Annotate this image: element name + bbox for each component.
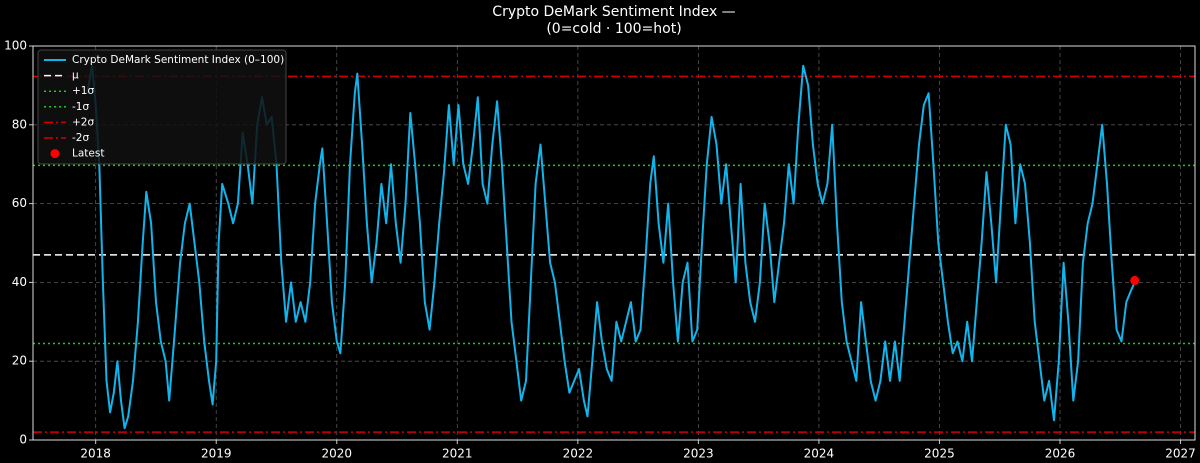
x-tick-label: 2021 bbox=[442, 447, 473, 461]
y-tick-label: 100 bbox=[4, 39, 27, 53]
x-tick-label: 2020 bbox=[321, 447, 352, 461]
chart-title: Crypto DeMark Sentiment Index — bbox=[492, 4, 735, 20]
y-tick-label: 80 bbox=[12, 117, 27, 131]
x-tick-label: 2026 bbox=[1045, 447, 1076, 461]
x-tick-label: 2018 bbox=[80, 447, 111, 461]
x-tick-label: 2023 bbox=[683, 447, 714, 461]
legend-box bbox=[37, 49, 287, 165]
y-tick-label: 0 bbox=[19, 433, 27, 447]
legend-label: +2σ bbox=[72, 116, 94, 128]
legend-label: μ bbox=[72, 70, 79, 82]
y-tick-label: 20 bbox=[12, 354, 27, 368]
chart-subtitle: (0=cold · 100=hot) bbox=[546, 21, 681, 37]
plot-frame bbox=[32, 45, 1196, 441]
x-tick-label: 2024 bbox=[804, 447, 835, 461]
x-tick-label: 2027 bbox=[1165, 447, 1196, 461]
y-tick-label: 60 bbox=[12, 196, 27, 210]
x-tick-label: 2025 bbox=[924, 447, 955, 461]
latest-point bbox=[1130, 275, 1140, 285]
x-tick-label: 2022 bbox=[563, 447, 594, 461]
legend-swatch bbox=[50, 149, 60, 159]
legend-label: -2σ bbox=[72, 132, 89, 144]
legend-label: Crypto DeMark Sentiment Index (0–100) bbox=[72, 54, 284, 66]
y-tick-label: 40 bbox=[12, 275, 27, 289]
legend-label: +1σ bbox=[72, 85, 94, 97]
x-tick-label: 2019 bbox=[201, 447, 232, 461]
legend-label: Latest bbox=[72, 148, 104, 160]
legend-label: -1σ bbox=[72, 101, 89, 113]
series-line bbox=[86, 64, 1136, 430]
